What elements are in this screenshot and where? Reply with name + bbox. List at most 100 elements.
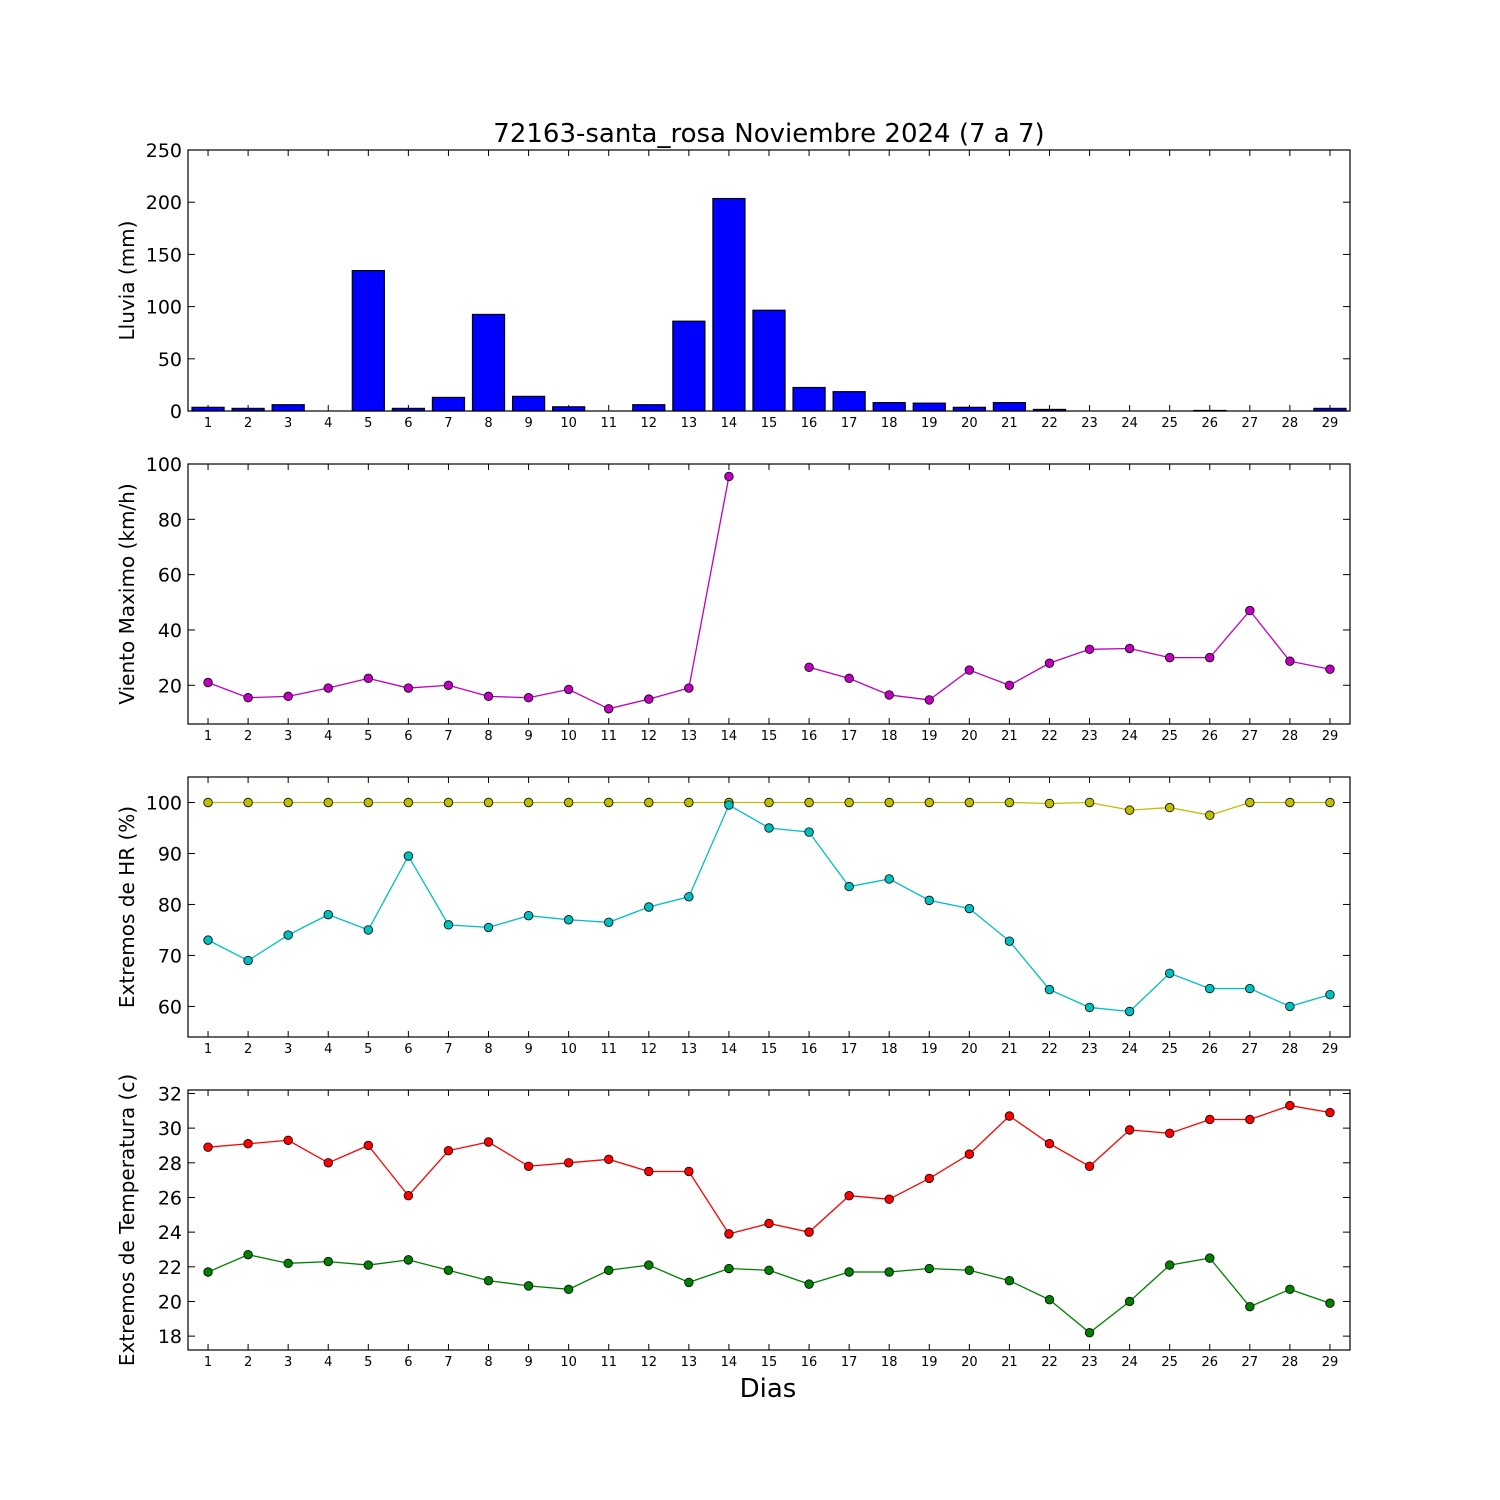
- temperature-ytick-label: 26: [158, 1187, 182, 1209]
- wind-xtick-label: 9: [524, 729, 532, 744]
- rain-bar: [872, 402, 906, 412]
- humidity-point: [764, 823, 774, 833]
- temperature-ytick-label: 24: [158, 1222, 182, 1244]
- wind-point: [243, 693, 253, 703]
- humidity-point: [523, 797, 534, 808]
- humidity-xtick-label: 20: [961, 1042, 978, 1057]
- temperature-point: [363, 1140, 374, 1151]
- temperature-xtick-label: 7: [444, 1355, 452, 1370]
- temperature-point: [804, 1227, 814, 1237]
- wind-point: [1124, 643, 1135, 654]
- rain-xtick-label: 21: [1001, 416, 1018, 431]
- wind-xtick-label: 22: [1041, 729, 1058, 744]
- temperature-point: [1004, 1111, 1015, 1121]
- humidity-point: [1164, 968, 1175, 978]
- wind-point: [1245, 605, 1255, 616]
- humidity-point: [523, 910, 534, 921]
- temperature-xtick-label: 11: [600, 1355, 617, 1370]
- humidity-xtick-label: 12: [641, 1042, 658, 1057]
- humidity-point: [403, 851, 414, 861]
- rain-xtick-label: 18: [881, 416, 898, 431]
- humidity-xtick-label: 10: [560, 1042, 577, 1057]
- rain-bar: [431, 396, 466, 412]
- humidity-point: [884, 874, 894, 884]
- humidity-point: [1245, 983, 1255, 994]
- wind-xtick-label: 2: [244, 729, 252, 744]
- wind-xtick-label: 26: [1201, 729, 1218, 744]
- rain-ytick-label: 0: [170, 401, 182, 423]
- wind-xtick-label: 18: [881, 729, 898, 744]
- humidity-point: [884, 797, 894, 808]
- wind-xtick-label: 3: [284, 729, 292, 744]
- rain-xtick-label: 5: [364, 416, 372, 431]
- wind-xtick-label: 7: [444, 729, 452, 744]
- humidity-xtick-label: 9: [524, 1042, 532, 1057]
- temperature-point: [443, 1145, 454, 1156]
- humidity-point: [363, 925, 374, 935]
- temperature-point: [844, 1267, 854, 1277]
- humidity-point: [1325, 989, 1335, 1000]
- wind-xtick-label: 20: [961, 729, 978, 744]
- temperature-point: [283, 1135, 293, 1145]
- wind-xtick-label: 1: [204, 729, 212, 744]
- temperature-point: [1325, 1107, 1335, 1118]
- rain-xtick-label: 10: [560, 416, 577, 431]
- humidity-point: [604, 917, 614, 927]
- temperature-ytick-label: 18: [158, 1326, 182, 1348]
- humidity-xtick-label: 7: [444, 1042, 452, 1057]
- rain-bar: [752, 309, 786, 412]
- temperature-point: [403, 1191, 414, 1201]
- rain-bar: [792, 386, 826, 412]
- temperature-xtick-label: 28: [1282, 1355, 1299, 1370]
- wind-xtick-label: 17: [841, 729, 858, 744]
- temperature-ylabel: Extremos de Temperatura (c): [115, 1074, 139, 1366]
- wind-point: [604, 704, 614, 714]
- humidity-point: [1004, 936, 1015, 946]
- humidity-point: [684, 892, 694, 902]
- temperature-point: [203, 1142, 213, 1152]
- humidity-xtick-label: 14: [721, 1042, 738, 1057]
- rain-xtick-label: 3: [284, 416, 292, 431]
- humidity-xtick-label: 28: [1282, 1042, 1299, 1057]
- rain-xtick-label: 19: [921, 416, 938, 431]
- wind-point: [523, 693, 534, 703]
- wind-point: [1285, 656, 1295, 666]
- temperature-xtick-label: 5: [364, 1355, 372, 1370]
- wind-point: [1004, 680, 1015, 690]
- wind-point: [283, 691, 293, 702]
- temperature-point: [523, 1281, 534, 1291]
- temperature-point: [563, 1158, 574, 1168]
- humidity-xtick-label: 13: [681, 1042, 698, 1057]
- temperature-point: [483, 1275, 494, 1286]
- humidity-xtick-label: 11: [600, 1042, 617, 1057]
- rain-xtick-label: 2: [244, 416, 252, 431]
- temperature-point: [604, 1265, 614, 1275]
- wind-xtick-label: 10: [560, 729, 577, 744]
- humidity-xtick-label: 21: [1001, 1042, 1018, 1057]
- wind-ylabel: Viento Maximo (km/h): [115, 483, 139, 704]
- temperature-xtick-label: 23: [1081, 1355, 1098, 1370]
- temperature-point: [1164, 1260, 1175, 1270]
- humidity-xtick-label: 26: [1201, 1042, 1218, 1057]
- humidity-point: [1325, 797, 1335, 808]
- wind-point: [563, 684, 574, 695]
- wind-point: [1164, 652, 1175, 663]
- wind-xtick-label: 4: [324, 729, 332, 744]
- humidity-point: [964, 903, 975, 914]
- humidity-point: [644, 902, 654, 912]
- humidity-point: [1285, 797, 1295, 808]
- wind-xtick-label: 28: [1282, 729, 1299, 744]
- temperature-ytick-label: 28: [158, 1153, 182, 1175]
- humidity-ytick-label: 90: [158, 843, 182, 865]
- humidity-xtick-label: 24: [1121, 1042, 1138, 1057]
- temperature-xtick-label: 25: [1161, 1355, 1178, 1370]
- humidity-xtick-label: 18: [881, 1042, 898, 1057]
- temperature-point: [1285, 1100, 1295, 1111]
- temperature-ytick-label: 30: [158, 1118, 182, 1140]
- wind-point: [203, 677, 213, 688]
- humidity-point: [443, 797, 454, 808]
- temperature-point: [1325, 1298, 1335, 1308]
- wind-xtick-label: 19: [921, 729, 938, 744]
- humidity-xtick-label: 29: [1322, 1042, 1339, 1057]
